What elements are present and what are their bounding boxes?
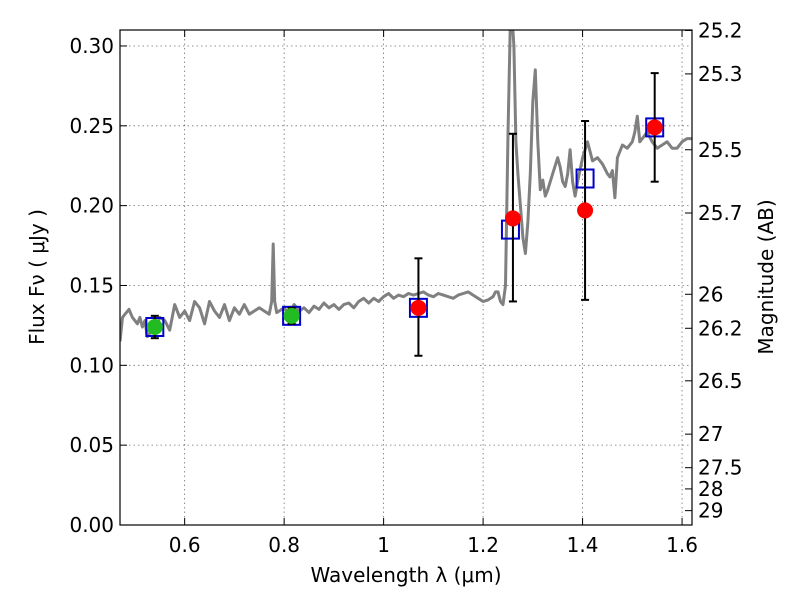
y-axis-title: Flux Fν ( μJy ) [25, 209, 49, 345]
axis-layer: 0.6 0.8 1 1.2 1.4 1.6 0.00 0.05 0.10 0.15 0.20 0.25… [69, 18, 742, 557]
magnitude-tick-label: 25.2 [698, 18, 743, 42]
model-square-marker [282, 305, 302, 326]
x-tick-label: 1.4 [567, 533, 599, 557]
magnitude-tick-label: 28 [698, 477, 723, 501]
y-tick-label: 0.25 [69, 114, 114, 138]
observed-point [646, 119, 663, 136]
magnitude-tick-label: 26.2 [698, 316, 743, 340]
y-tick-label: 0.30 [69, 34, 114, 58]
observed-point [410, 299, 427, 316]
y-tick-label: 0.10 [69, 353, 114, 377]
magnitude-tick-label: 27 [698, 422, 723, 446]
grid-layer [120, 30, 692, 526]
observed-point [146, 319, 163, 335]
observed-point [577, 202, 594, 219]
spectrum-line [120, 30, 692, 342]
magnitude-tick-label: 25.7 [698, 201, 743, 225]
observed-point [283, 307, 300, 324]
x-tick-label: 0.6 [169, 533, 201, 557]
data-layer [120, 30, 692, 357]
x-axis-title: Wavelength λ (μm) [310, 563, 501, 587]
magnitude-tick-label: 26.5 [698, 369, 743, 393]
observed-point [504, 210, 521, 227]
plot-frame [119, 29, 693, 526]
x-tick-label: 1 [377, 533, 390, 557]
x-tick-label: 0.8 [268, 533, 300, 557]
magnitude-tick-label: 25.5 [698, 138, 743, 162]
x-tick-label: 1.2 [467, 533, 499, 557]
magnitude-tick-label: 26 [698, 282, 723, 306]
y-tick-label: 0.15 [69, 273, 114, 297]
y-tick-label: 0.20 [69, 194, 114, 218]
right-axis-title: Magnitude (AB) [754, 199, 778, 354]
y-tick-label: 0.05 [69, 433, 114, 457]
magnitude-tick-label: 27.5 [698, 456, 743, 480]
magnitude-tick-label: 29 [698, 499, 723, 523]
y-tick-label: 0.00 [69, 513, 114, 537]
x-tick-label: 1.6 [666, 533, 698, 557]
magnitude-tick-label: 25.3 [698, 62, 743, 86]
